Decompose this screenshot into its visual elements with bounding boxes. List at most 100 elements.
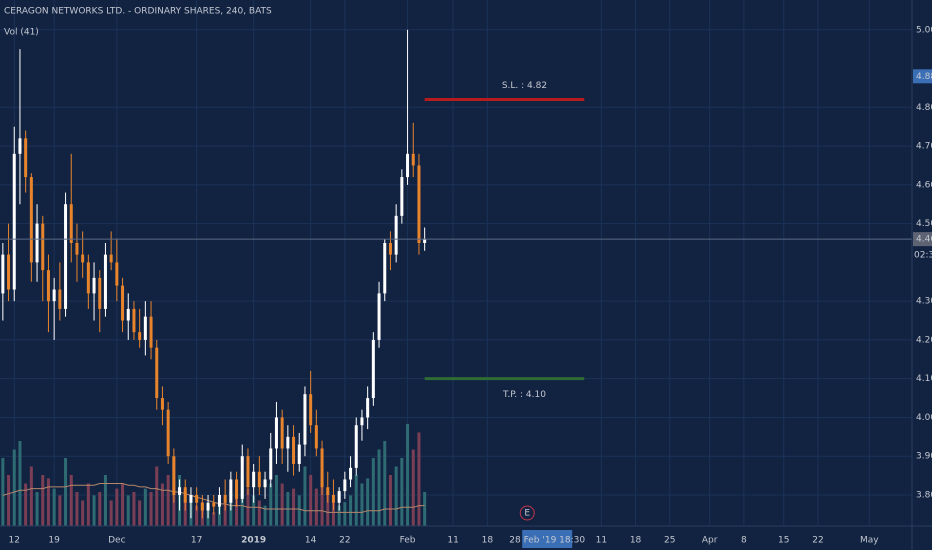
candle-body xyxy=(143,316,147,340)
y-tick-label: 4.50 xyxy=(916,219,932,229)
x-tick-label: 8 xyxy=(741,536,747,546)
candle-body xyxy=(46,270,50,302)
candle-body xyxy=(35,223,39,263)
candle-body xyxy=(103,254,107,309)
candle-body xyxy=(252,471,256,488)
axes: 3.80 3.90 4.00 4.10 4.20 4.30 4.50 4.60 4.70 4.80… xyxy=(9,25,932,548)
x-tick-label: Apr xyxy=(702,536,718,546)
volume-bar xyxy=(360,483,364,526)
x-tick-label: 22 xyxy=(812,536,823,546)
candle-body xyxy=(121,285,125,321)
candle-body xyxy=(212,502,216,507)
volume-bar xyxy=(52,488,56,526)
candle-body xyxy=(326,487,330,495)
candle-body xyxy=(41,223,45,271)
candle-body xyxy=(189,494,193,503)
candle-body xyxy=(132,308,136,333)
volume-bar xyxy=(417,432,421,526)
y-tick-label: 4.60 xyxy=(916,180,932,190)
candle-body xyxy=(320,448,324,488)
volume-bar xyxy=(269,483,273,526)
volume-bar xyxy=(366,478,370,526)
y-tick-label: 4.00 xyxy=(916,413,932,423)
candle-body xyxy=(178,487,182,495)
volume-bar xyxy=(92,495,96,526)
candle-body xyxy=(217,494,221,507)
candle-body xyxy=(7,254,11,290)
x-tick-label: 2019 xyxy=(241,536,266,546)
candle-body xyxy=(269,448,273,480)
volume-bar xyxy=(235,495,239,526)
x-tick-label: 22 xyxy=(339,536,350,546)
volume-bar xyxy=(1,458,5,526)
chart-title: CERAGON NETWORKS LTD. - ORDINARY SHARES,… xyxy=(4,7,272,17)
candle-body xyxy=(172,456,176,495)
candle-body xyxy=(126,308,130,321)
volume-bar xyxy=(115,488,119,526)
volume-bar xyxy=(160,483,164,526)
candle-body xyxy=(257,471,261,488)
candle-body xyxy=(263,479,267,488)
volume-bar xyxy=(41,475,45,526)
volume-bar xyxy=(320,478,324,526)
x-tick-label: 11 xyxy=(596,536,607,546)
candle-body xyxy=(274,417,278,449)
candle-body xyxy=(309,394,313,426)
volume-bar xyxy=(274,475,278,526)
candle-body xyxy=(52,289,56,302)
y-tick-label: 4.10 xyxy=(916,374,932,384)
candle-body xyxy=(286,436,290,449)
x-tick-label: 25 xyxy=(664,536,675,546)
y-tick-label: 4.70 xyxy=(916,142,932,152)
candle-body xyxy=(24,138,28,178)
volume-bar xyxy=(257,500,261,526)
candle-body xyxy=(360,417,364,426)
candle-body xyxy=(160,398,164,410)
volume-bar xyxy=(18,441,22,526)
candle-body xyxy=(383,242,387,294)
volume-bar xyxy=(406,424,410,526)
candle-body xyxy=(206,502,210,511)
x-tick-label: 18 xyxy=(630,536,642,546)
candle-body xyxy=(394,215,398,255)
volume-bar xyxy=(371,458,375,526)
volume-bar xyxy=(75,492,79,526)
candle-body xyxy=(69,204,73,243)
candle-body xyxy=(155,347,159,399)
volume-bar xyxy=(331,500,335,526)
volume-bar xyxy=(109,500,113,526)
candle-body xyxy=(337,491,341,503)
last-price-box xyxy=(913,232,932,247)
volume-bar xyxy=(343,502,347,526)
y-tick-label: 4.20 xyxy=(916,335,932,345)
candle-body xyxy=(411,153,415,166)
candle-body xyxy=(92,277,96,294)
candle-body xyxy=(235,479,239,499)
volume-bar xyxy=(212,512,216,526)
x-tick-label: 12 xyxy=(9,536,20,546)
volume-bar xyxy=(64,458,68,526)
volume-bar xyxy=(149,492,153,526)
candle-body xyxy=(240,456,244,499)
volume-bar xyxy=(263,505,267,526)
candle-body xyxy=(354,425,358,468)
candle-body xyxy=(343,479,347,492)
candle-body xyxy=(81,254,85,263)
candle-body xyxy=(417,165,421,243)
y-tick-label: 4.80 xyxy=(916,103,932,113)
volume-bar xyxy=(292,488,296,526)
earnings-marker xyxy=(519,505,535,521)
candle-body xyxy=(303,394,307,445)
volume-bar xyxy=(138,500,142,526)
candle-body xyxy=(166,409,170,457)
volume-bar xyxy=(309,475,313,526)
volume-bar xyxy=(377,449,381,526)
candle-body xyxy=(331,494,335,503)
x-tick-label: 18 xyxy=(482,536,494,546)
volume-bar xyxy=(411,449,415,526)
candle-body xyxy=(349,467,353,480)
volume-bar xyxy=(98,492,102,526)
volume-bar xyxy=(24,483,28,526)
